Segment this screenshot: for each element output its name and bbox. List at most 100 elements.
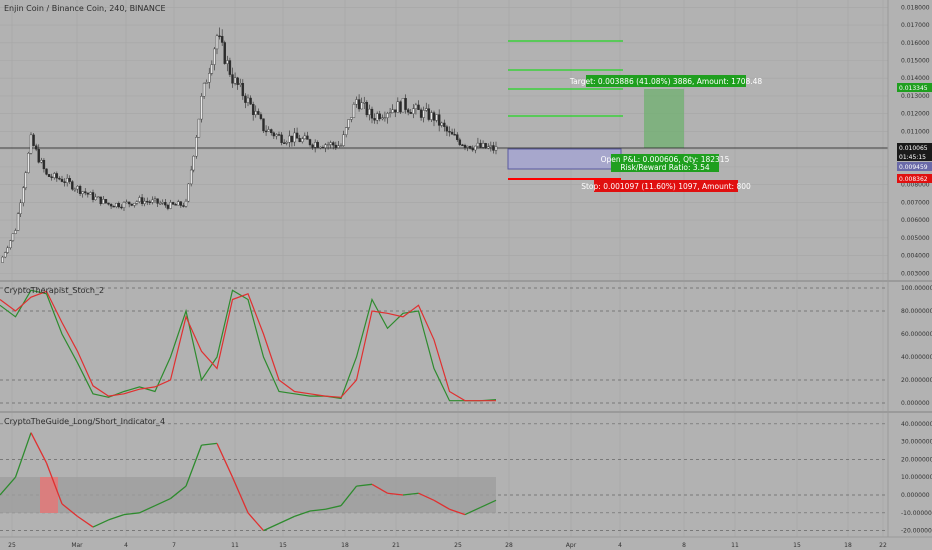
ls-segment[interactable] [14,432,32,478]
candle[interactable] [308,139,312,146]
candle[interactable] [290,135,294,143]
candle[interactable] [63,181,66,183]
candle[interactable] [104,199,108,204]
ls-segment[interactable] [30,432,48,464]
candle[interactable] [267,129,270,132]
candle[interactable] [47,174,51,177]
candle[interactable] [311,144,314,148]
candle[interactable] [228,60,232,75]
candle[interactable] [386,113,389,118]
candle[interactable] [73,188,77,191]
candle[interactable] [264,130,268,133]
candle[interactable] [339,145,343,147]
candle[interactable] [6,247,9,253]
candle[interactable] [32,134,35,146]
profit-zone[interactable] [644,89,684,148]
candle[interactable] [453,134,456,136]
ls-segment[interactable] [139,505,156,514]
candle[interactable] [334,144,338,148]
candle[interactable] [91,192,95,200]
ls-segment[interactable] [123,512,140,516]
candle[interactable] [166,204,170,209]
candle[interactable] [282,142,286,144]
candle[interactable] [9,240,12,249]
candle[interactable] [412,108,415,114]
candle[interactable] [127,201,131,205]
ls-segment[interactable] [201,442,218,446]
candle[interactable] [151,199,154,203]
candle[interactable] [301,138,304,143]
ls-segment[interactable] [449,508,466,516]
candle[interactable] [432,112,436,121]
candle[interactable] [68,177,71,182]
candle[interactable] [122,202,126,208]
candle[interactable] [251,104,255,115]
candle[interactable] [76,185,79,190]
candle[interactable] [383,117,387,119]
candle[interactable] [259,114,263,119]
candle[interactable] [158,202,162,205]
candle[interactable] [350,117,353,120]
candle[interactable] [192,155,195,171]
candle[interactable] [313,142,317,148]
candle[interactable] [1,256,4,263]
candle[interactable] [249,97,252,105]
candle[interactable] [107,202,110,205]
candle[interactable] [306,135,309,140]
price-axis[interactable]: 0.018000 0.017000 0.016000 0.015000 0.014000… [901,4,930,277]
candle[interactable] [37,149,40,163]
candle[interactable] [391,109,394,113]
candle[interactable] [223,42,226,64]
candle[interactable] [275,134,278,137]
candle[interactable] [161,202,164,204]
candle[interactable] [218,35,221,38]
candle[interactable] [254,111,257,115]
candle[interactable] [363,102,366,104]
candle[interactable] [388,112,392,114]
candle[interactable] [450,131,454,135]
candle[interactable] [45,168,48,175]
candle[interactable] [96,196,100,199]
candle[interactable] [357,99,361,110]
price-candles[interactable] [1,27,498,263]
candle[interactable] [468,145,472,149]
candle[interactable] [133,203,136,206]
candle[interactable] [272,132,276,137]
candle[interactable] [60,178,64,182]
candle[interactable] [130,203,133,206]
candle[interactable] [476,142,480,147]
candle[interactable] [153,198,157,201]
stoch-axis[interactable]: 100.000000 80.000000 60.000000 40.000000 20.… [901,285,932,407]
candle[interactable] [262,118,265,132]
candle[interactable] [210,64,214,74]
candle[interactable] [427,108,431,120]
candle[interactable] [337,145,340,148]
candle[interactable] [293,132,296,143]
candle[interactable] [125,201,128,204]
candle[interactable] [169,202,172,209]
candle[interactable] [463,144,467,148]
stoch-line-2[interactable] [0,290,496,402]
ls-segment[interactable] [371,483,388,494]
candle[interactable] [184,200,188,207]
candle[interactable] [226,60,229,64]
candle[interactable] [236,77,239,85]
candle[interactable] [277,134,281,136]
candle[interactable] [443,122,446,127]
candle[interactable] [378,113,381,120]
candle[interactable] [370,108,374,119]
candle[interactable] [208,73,211,83]
ls-segment[interactable] [278,515,295,525]
candle[interactable] [417,104,420,110]
candle[interactable] [187,183,190,202]
candle[interactable] [239,83,242,85]
candle[interactable] [484,143,487,149]
candle[interactable] [81,191,84,194]
candle[interactable] [288,135,291,143]
candle[interactable] [456,134,459,140]
ls-segment[interactable] [77,515,94,528]
time-axis[interactable]: 25 Mar 4 7 11 15 18 21 25 28 Apr 4 8 11 15 18 22 [8,542,887,549]
ls-segment[interactable] [294,510,311,517]
candle[interactable] [102,199,105,204]
candle[interactable] [425,108,428,111]
